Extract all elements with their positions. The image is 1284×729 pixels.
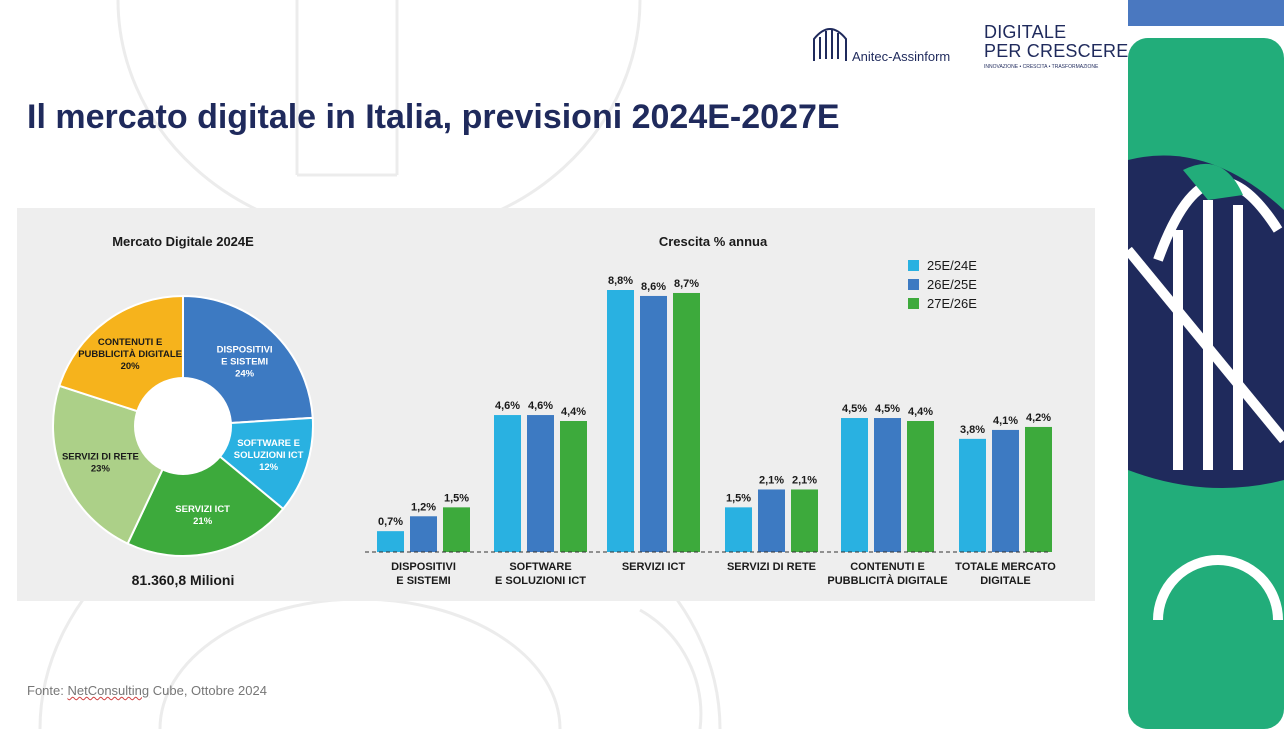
- category-label-servizi-ict: SERVIZI ICT: [622, 561, 686, 573]
- anitec-assinform-name: Anitec-Assinform: [852, 49, 951, 64]
- bar-value-label: 4,4%: [561, 406, 586, 418]
- donut-label-servizi-di-rete: SERVIZI DI RETE 23%: [62, 452, 139, 475]
- bar-servizi-di-rete-26e-25e: [758, 489, 785, 552]
- donut-label-servizi-ict: SERVIZI ICT 21%: [175, 504, 230, 527]
- dpc-line1: DIGITALE: [984, 22, 1067, 42]
- bar-value-label: 4,5%: [875, 403, 900, 415]
- bar-value-label: 4,4%: [908, 406, 933, 418]
- bar-value-label: 4,5%: [842, 403, 867, 415]
- donut-total-label: 81.360,8 Milioni: [132, 572, 235, 588]
- dpc-tagline: INNOVAZIONE • CRESCITA • TRASFORMAZIONE: [984, 64, 1099, 70]
- donut-hole: [134, 377, 232, 475]
- bar-dispositivi-e-sistemi-26e-25e: [410, 516, 437, 552]
- bar-contenuti-e-pubblicita-digitale-26e-25e: [874, 418, 901, 552]
- bar-dispositivi-e-sistemi-27e-26e: [443, 507, 470, 552]
- bar-servizi-ict-25e-24e: [607, 290, 634, 552]
- source-link: NetConsulting: [67, 683, 150, 698]
- category-label-totale-mercato-digitale: TOTALE MERCATO DIGITALE: [955, 561, 1056, 587]
- legend-label-26e-25e: 26E/25E: [927, 277, 977, 292]
- bar-value-label: 1,5%: [726, 492, 751, 504]
- bar-value-label: 3,8%: [960, 424, 985, 436]
- bar-value-label: 4,6%: [528, 400, 553, 412]
- dpc-line2: PER CRESCERE: [984, 41, 1129, 61]
- page-title: Il mercato digitale in Italia, prevision…: [27, 98, 840, 136]
- donut-slice-servizi-ict: [126, 424, 285, 557]
- bar-software-e-soluzioni-ict-25e-24e: [494, 415, 521, 552]
- bar-servizi-di-rete-25e-24e: [725, 507, 752, 552]
- category-label-contenuti-e-pubblicita-digitale: CONTENUTI E PUBBLICITÀ DIGITALE: [827, 561, 947, 587]
- source-note: Fonte: NetConsulting Cube, Ottobre 2024: [27, 683, 267, 698]
- donut-label-software-e-soluzioni-ict: SOFTWARE E SOLUZIONI ICT 12%: [234, 438, 304, 473]
- bar-value-label: 8,8%: [608, 275, 633, 287]
- bar-totale-mercato-digitale-25e-24e: [959, 438, 986, 552]
- bar-software-e-soluzioni-ict-26e-25e: [527, 415, 554, 552]
- bar-totale-mercato-digitale-27e-26e: [1025, 426, 1052, 552]
- bar-value-label: 0,7%: [378, 516, 403, 528]
- bar-title: Crescita % annua: [659, 234, 768, 249]
- bar-dispositivi-e-sistemi-25e-24e: [377, 531, 404, 552]
- category-label-software-e-soluzioni-ict: SOFTWARE E SOLUZIONI ICT: [495, 561, 586, 587]
- eagle-seal-icon: [813, 28, 847, 61]
- bar-value-label: 4,2%: [1026, 412, 1051, 424]
- bar-software-e-soluzioni-ict-27e-26e: [560, 421, 587, 552]
- legend-swatch-25e-24e: [908, 260, 919, 271]
- donut-chart: Mercato Digitale 2024E DISPOSITIVI E SIST…: [52, 234, 314, 588]
- source-suffix: Cube, Ottobre 2024: [149, 683, 267, 698]
- legend-label-27e-26e: 27E/26E: [927, 296, 977, 311]
- bar-value-label: 1,2%: [411, 501, 436, 513]
- anitec-assinform-logo: Anitec-Assinform: [810, 23, 960, 64]
- donut-title: Mercato Digitale 2024E: [112, 234, 254, 249]
- bar-value-label: 4,1%: [993, 415, 1018, 427]
- chart-panel: Mercato Digitale 2024E DISPOSITIVI E SIST…: [17, 208, 1095, 601]
- bar-servizi-di-rete-27e-26e: [791, 489, 818, 552]
- bar-value-label: 8,7%: [674, 278, 699, 290]
- legend-swatch-27e-26e: [908, 298, 919, 309]
- donut-label-dispositivi-e-sistemi: DISPOSITIVI E SISTEMI 24%: [217, 344, 273, 379]
- legend-swatch-26e-25e: [908, 279, 919, 290]
- bar-servizi-ict-27e-26e: [673, 292, 700, 552]
- bar-value-label: 4,6%: [495, 400, 520, 412]
- bar-chart: Crescita % annua 0,7% 1,2% 1,5% 4,6% 4,6% 4,4…: [365, 234, 1056, 587]
- bar-totale-mercato-digitale-26e-25e: [992, 429, 1019, 552]
- category-label-servizi-di-rete: SERVIZI DI RETE: [727, 561, 816, 573]
- legend-label-25e-24e: 25E/24E: [927, 258, 977, 273]
- donut-label-contenuti-e-pubblicita-digitale: CONTENUTI E PUBBLICITÀ DIGITALE 20%: [78, 337, 182, 372]
- bar-servizi-ict-26e-25e: [640, 295, 667, 552]
- bar-contenuti-e-pubblicita-digitale-27e-26e: [907, 421, 934, 552]
- category-label-dispositivi-e-sistemi: DISPOSITIVI E SISTEMI: [391, 561, 456, 587]
- digitale-per-crescere-logo: DIGITALE PER CRESCERE INNOVAZIONE • CRES…: [984, 22, 1129, 73]
- decorative-sidebar: [1128, 0, 1284, 729]
- bar-value-label: 2,1%: [792, 474, 817, 486]
- bar-value-label: 1,5%: [444, 492, 469, 504]
- bar-contenuti-e-pubblicita-digitale-25e-24e: [841, 418, 868, 552]
- source-prefix: Fonte:: [27, 683, 68, 698]
- bar-value-label: 8,6%: [641, 281, 666, 293]
- bar-value-label: 2,1%: [759, 474, 784, 486]
